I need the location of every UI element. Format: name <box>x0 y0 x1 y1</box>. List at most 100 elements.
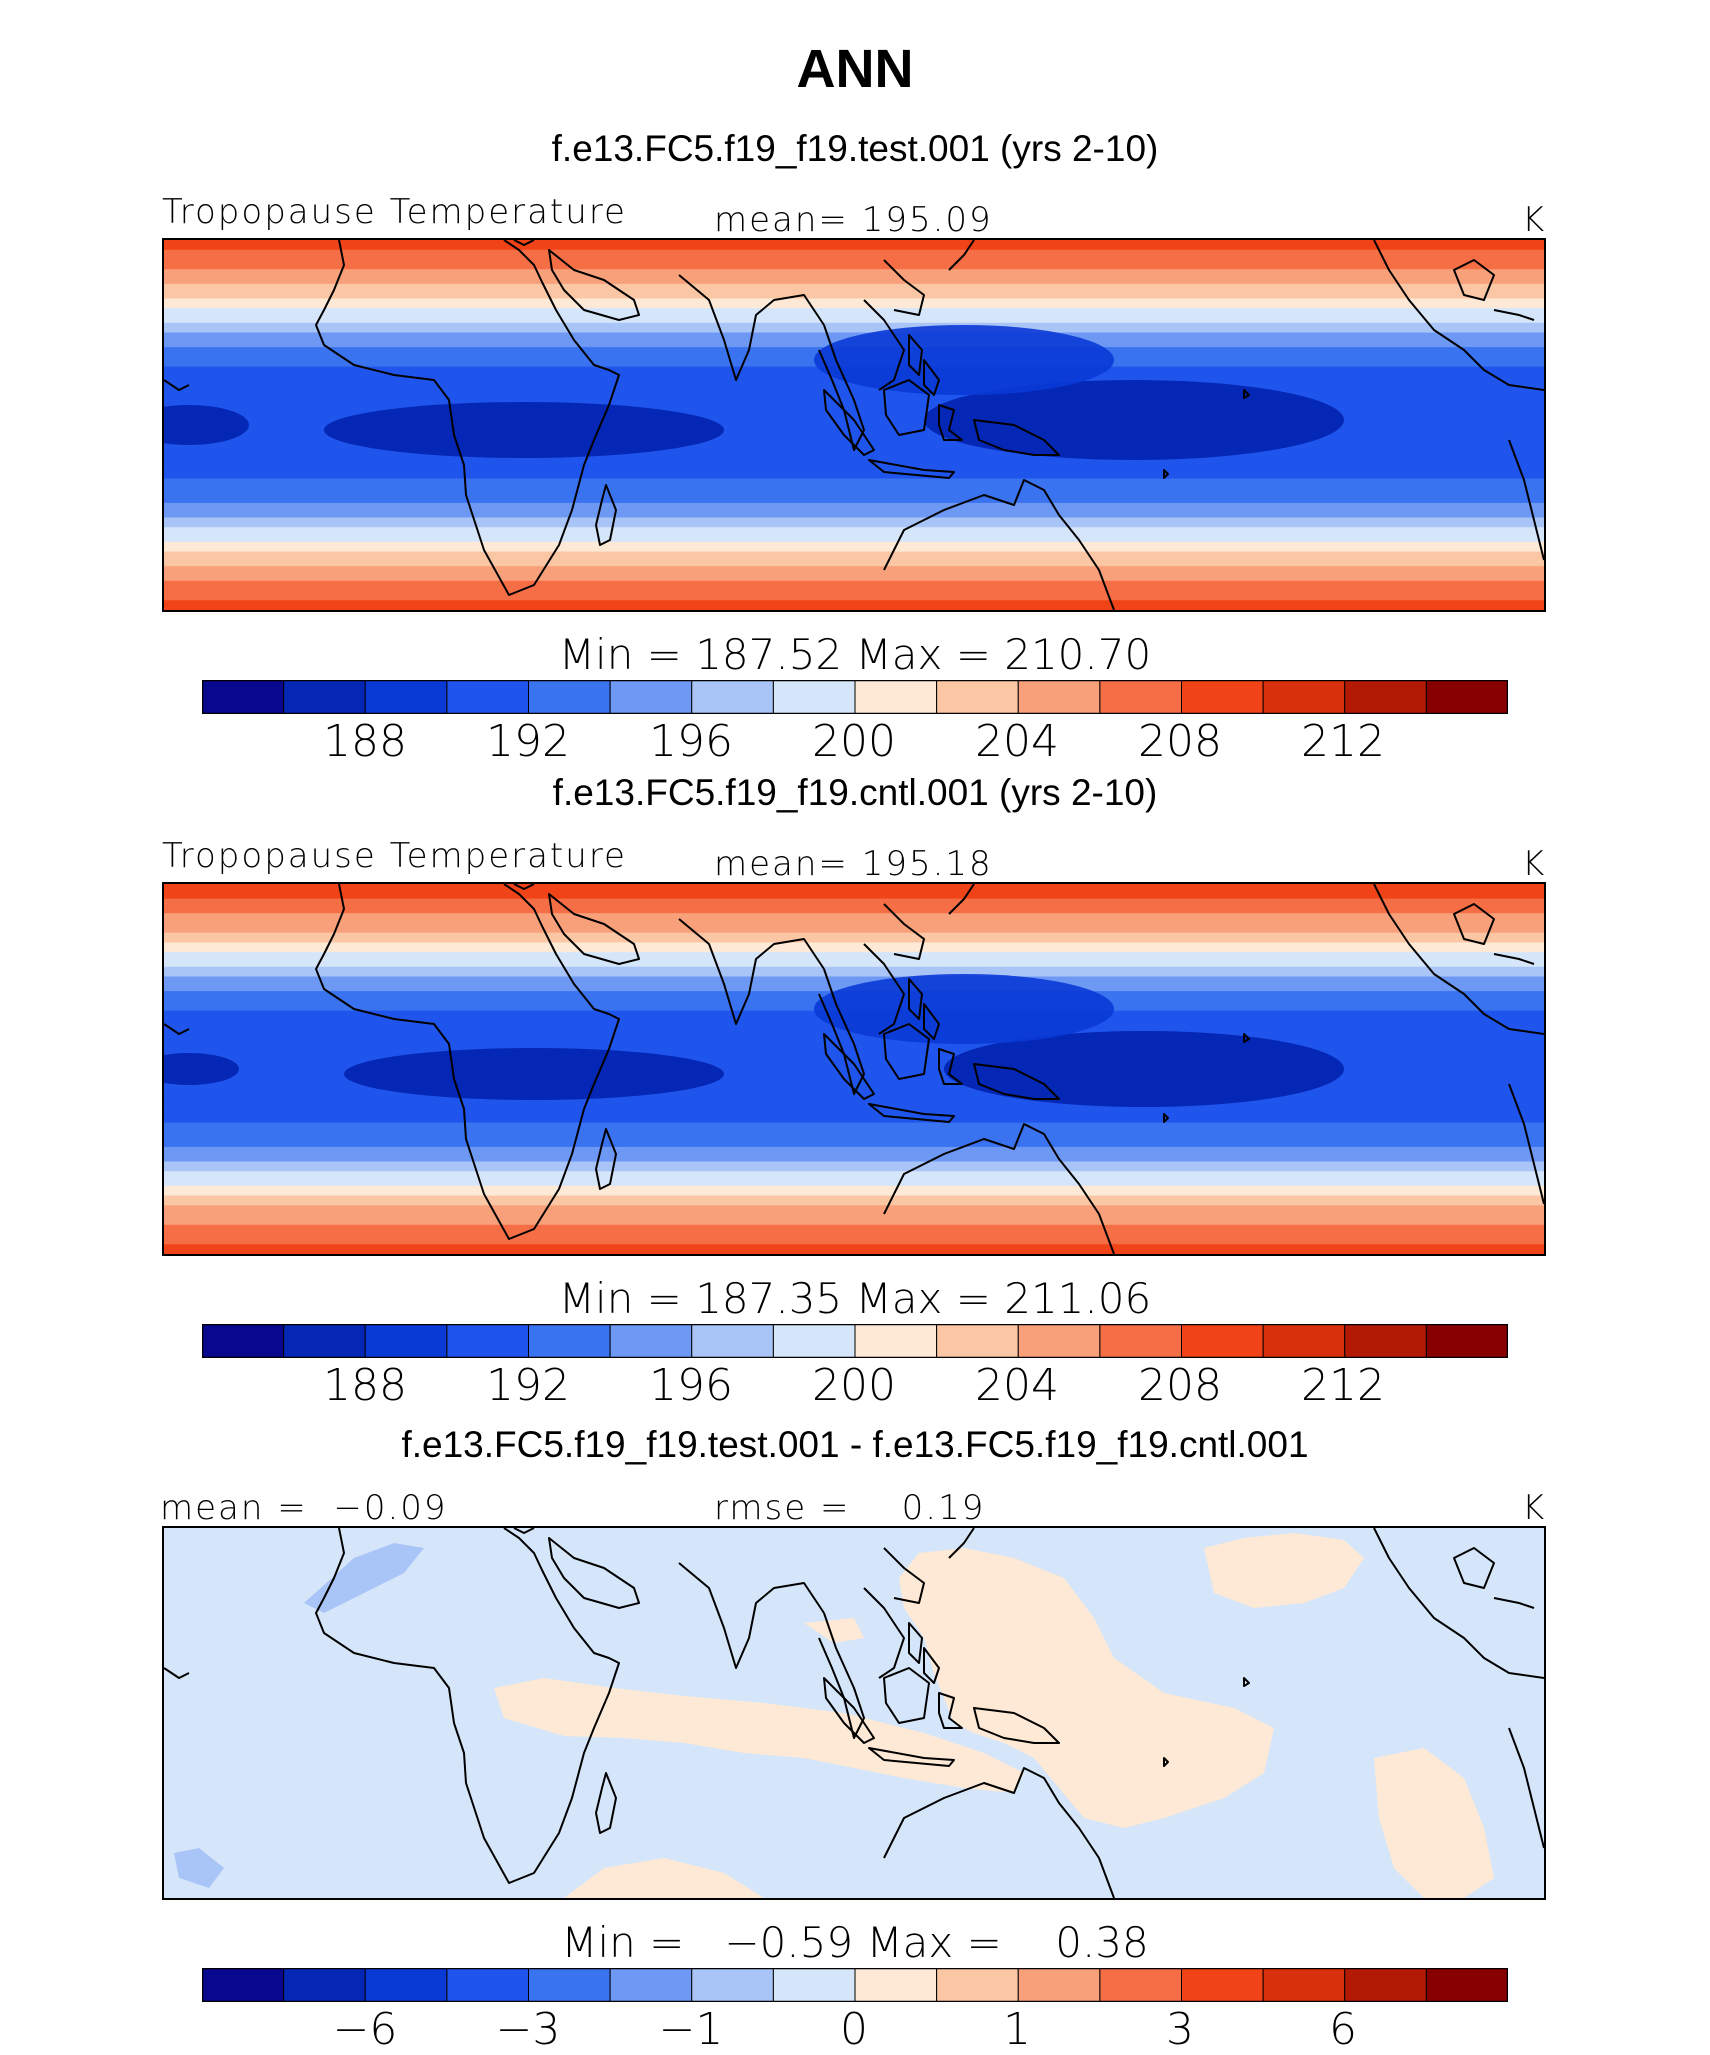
panel2-lat-band-55 <box>164 1146 1544 1153</box>
panel3-tick-7: 6 <box>1329 2004 1357 2055</box>
panel2-colorbar-box-13 <box>1181 1324 1264 1358</box>
panel3-cool-patch-atlantic <box>304 1543 424 1613</box>
panel3-tick-2: −3 <box>495 2004 561 2055</box>
panel3-colorbar-box-10 <box>936 1968 1019 2002</box>
panel3-map <box>162 1526 1546 1900</box>
panel1-units-label: K <box>1522 200 1547 240</box>
panel2-colorbar-box-7 <box>691 1324 774 1358</box>
panel1-lat-band-38 <box>164 420 1544 426</box>
panel1-lat-band-74 <box>164 595 1544 601</box>
panel3-warm-region-southamerica <box>1374 1748 1494 1898</box>
panel1-colorbar-svg <box>202 680 1508 714</box>
panel1-lat-band-4 <box>164 254 1544 261</box>
panel2-lat-band-8 <box>164 918 1544 924</box>
panel1-variable-label: Tropopause Temperature <box>162 192 627 232</box>
panel1-tick-7: 212 <box>1301 716 1385 767</box>
panel2-field-features <box>164 974 1344 1107</box>
panel1-colorbar-box-4 <box>446 680 530 714</box>
panel2-lat-band-70 <box>164 1219 1544 1226</box>
panel1-lat-band-20 <box>164 332 1544 338</box>
panel1-mean-label: mean= 195.09 <box>714 200 993 240</box>
panel2-lat-band-32 <box>164 1034 1544 1041</box>
panel2-colorbar-box-9 <box>854 1324 938 1358</box>
panel2-lat-band-61 <box>164 1176 1544 1182</box>
panel2-colorbar-box-2 <box>283 1324 366 1358</box>
panel1-colorbar-box-14 <box>1262 680 1346 714</box>
panel1-colorbar-box-2 <box>283 680 366 714</box>
panel2-colorbar-box-12 <box>1099 1324 1183 1358</box>
panel3-case-title: f.e13.FC5.f19_f19.test.001 - f.e13.FC5.f… <box>401 1424 1309 1465</box>
panel1-lat-band-64 <box>164 546 1544 553</box>
panel2-lat-band-62 <box>164 1180 1544 1187</box>
panel1-colorbar-box-6 <box>609 680 693 714</box>
panel2-lat-band-35 <box>164 1049 1544 1055</box>
panel1-cold-region-asia <box>814 325 1114 395</box>
panel2-colorbar-box-11 <box>1017 1324 1101 1358</box>
panel2-mean-label: mean= 195.18 <box>714 844 993 884</box>
panel2-lat-band-50 <box>164 1122 1544 1129</box>
panel1-lat-band-71 <box>164 580 1544 587</box>
panel2-lat-band-68 <box>164 1210 1544 1216</box>
panel2-lat-band-73 <box>164 1234 1544 1240</box>
panel1-lat-band-63 <box>164 541 1544 548</box>
panel3-colorbar-box-7 <box>691 1968 774 2002</box>
panel2-lat-band-38 <box>164 1064 1544 1070</box>
panel2-colorbar-frame <box>202 1324 1508 1358</box>
panel1-lat-band-50 <box>164 478 1544 485</box>
panel1-colorbar <box>202 680 1508 714</box>
panel3-warm-region-southatlantic <box>564 1858 764 1898</box>
panel2-lat-band-45 <box>164 1098 1544 1104</box>
panel1-lat-band-11 <box>164 288 1544 295</box>
panel2-lat-band-20 <box>164 976 1544 982</box>
panel1-lat-band-44 <box>164 449 1544 455</box>
panel2-lat-band-63 <box>164 1185 1544 1192</box>
panel1-lat-band-37 <box>164 415 1544 421</box>
panel2-lat-band-3 <box>164 893 1544 900</box>
panel2-lat-band-12 <box>164 937 1544 944</box>
panel1-lat-band-32 <box>164 390 1544 397</box>
panel2-lat-band-71 <box>164 1224 1544 1231</box>
panel3-colorbar-box-8 <box>772 1968 856 2002</box>
panel1-lat-band-65 <box>164 551 1544 558</box>
panel1-field-features <box>164 325 1344 460</box>
page-title: ANN <box>796 39 914 99</box>
panel1-tick-2: 192 <box>486 716 570 767</box>
panel1-colorbar-box-12 <box>1099 680 1183 714</box>
panel1-lat-band-35 <box>164 405 1544 411</box>
panel1-lat-band-17 <box>164 317 1544 324</box>
panel1-colorbar-box-3 <box>364 680 448 714</box>
panel2-lat-band-17 <box>164 961 1544 968</box>
panel1-lat-band-46 <box>164 459 1544 465</box>
panel2-colorbar-box-5 <box>528 1324 611 1358</box>
panel3-warm-band-indian <box>494 1678 1024 1793</box>
panel1-colorbar-box-16 <box>1425 680 1508 714</box>
panel2-lat-band-1 <box>164 884 1544 890</box>
panel3-tick-3: −1 <box>658 2004 724 2055</box>
panel2-tick-4: 200 <box>812 1360 896 1411</box>
panel1-min-cell-pacific <box>924 380 1344 460</box>
panel2-lat-band-64 <box>164 1190 1544 1197</box>
panel1-lat-band-16 <box>164 313 1544 319</box>
panel1-lat-band-57 <box>164 512 1544 519</box>
panel2-lat-band-66 <box>164 1200 1544 1206</box>
panel2-lat-band-15 <box>164 952 1544 958</box>
panel2-colorbar-svg <box>202 1324 1508 1358</box>
panel1-map <box>162 238 1546 612</box>
panel2-min-cell-west <box>164 1053 239 1085</box>
panel1-tick-1: 188 <box>323 716 407 767</box>
panel2-field-svg <box>164 884 1544 1254</box>
panel2-tick-2: 192 <box>486 1360 570 1411</box>
panel1-lat-band-72 <box>164 585 1544 592</box>
panel3-rmse-label: rmse = 0.19 <box>714 1488 986 1528</box>
panel2-lat-band-60 <box>164 1171 1544 1177</box>
panel2-tick-6: 208 <box>1138 1360 1222 1411</box>
panel3-mean-label: mean = −0.09 <box>160 1488 448 1528</box>
panel2-lat-band-42 <box>164 1083 1544 1090</box>
panel3-tick-4: 0 <box>840 2004 868 2055</box>
panel2-lat-band-59 <box>164 1166 1544 1172</box>
panel3-warm-region-pacific <box>899 1548 1274 1828</box>
panel3-tick-5: 1 <box>1003 2004 1031 2055</box>
panel1-lat-band-47 <box>164 463 1544 470</box>
panel2-lat-band-47 <box>164 1107 1544 1114</box>
panel3-colorbar-box-12 <box>1099 1968 1183 2002</box>
